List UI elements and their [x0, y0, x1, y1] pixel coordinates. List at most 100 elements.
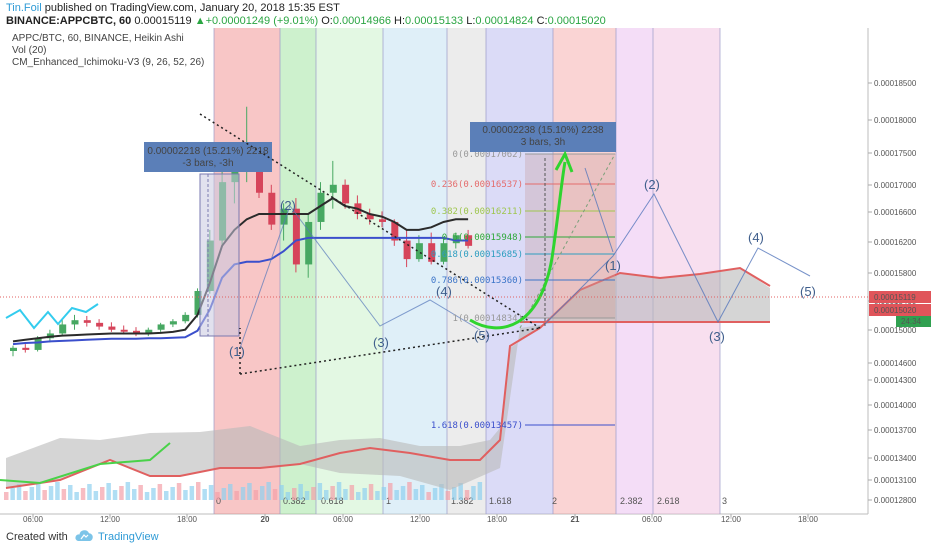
wave-label: (2)	[644, 177, 660, 192]
wave-label: (3)	[373, 335, 389, 350]
candle-body	[366, 213, 374, 220]
footer-bar: Created with TradingView	[0, 525, 932, 550]
volume-bar	[420, 485, 425, 500]
volume-bar	[100, 487, 105, 500]
candle-body	[403, 240, 411, 260]
volume-bar	[55, 482, 60, 500]
candle-body	[133, 330, 140, 333]
triangle-lower-line	[239, 327, 541, 375]
volume-bar	[452, 487, 457, 500]
last-price: 0.00015119	[134, 15, 192, 27]
volume-bar	[16, 484, 22, 500]
legend-line: CM_Enhanced_Ichimoku-V3 (9, 26, 52, 26)	[12, 57, 204, 68]
volume-bar	[375, 491, 380, 500]
author-link[interactable]: Tin.Foil	[6, 2, 42, 14]
volume-bar	[298, 484, 303, 500]
volume-bar	[183, 490, 188, 500]
wave-label: (1)	[605, 258, 621, 273]
close-price-label: 0.00015020	[874, 306, 917, 315]
candle-body	[452, 235, 460, 244]
volume-bar	[215, 492, 220, 500]
legend-line: Vol (20)	[12, 45, 46, 56]
candle-body	[292, 208, 300, 265]
candle-body	[329, 184, 337, 193]
volume-bar	[80, 488, 86, 500]
volume-bar	[343, 489, 348, 500]
triangle-upper-line	[199, 113, 541, 329]
candle-body	[59, 324, 67, 334]
fib-level-label: 0.786(0.00015360)	[431, 276, 523, 286]
volume-bar	[138, 485, 143, 500]
time-tick-label: 06:00	[23, 515, 44, 524]
volume-bar	[170, 487, 175, 500]
volume-bar	[349, 485, 355, 500]
price-change: +0.00001249 (+9.01%)	[205, 15, 319, 27]
candle-body	[169, 321, 177, 325]
volume-bar	[247, 483, 252, 500]
chikou-span-line	[5, 303, 99, 330]
time-tick-label: 20	[261, 515, 270, 524]
volume-bar	[234, 491, 239, 500]
projection-arrow-head	[554, 150, 574, 173]
volume-bar	[304, 491, 310, 500]
price-tick-label: 0.00014600	[874, 359, 917, 368]
wave-label: (5)	[474, 328, 490, 343]
volume-bar	[36, 483, 41, 500]
volume-bar	[48, 486, 54, 500]
volume-bar	[151, 488, 156, 500]
price-tick-label: 0.00017000	[874, 181, 917, 190]
volume-bar	[23, 491, 28, 500]
volume-bar	[68, 485, 73, 500]
volume-bar	[144, 492, 150, 500]
wave-line-left	[239, 204, 481, 349]
volume-bar	[240, 487, 246, 500]
measure-box2-line2: 3 bars, 3h	[521, 137, 565, 148]
volume-bar	[477, 482, 483, 500]
header-bar: Tin.Foil published on TradingView.com, J…	[0, 0, 932, 28]
volume-bar	[4, 492, 9, 500]
volume-bar	[93, 491, 99, 500]
volume-bar	[208, 485, 214, 500]
legend-line: APPC/BTC, 60, BINANCE, Heikin Ashi	[12, 33, 184, 44]
wave-label: (4)	[748, 230, 764, 245]
candle-body	[256, 155, 263, 193]
fib-time-zone	[653, 28, 720, 514]
volume-bar	[330, 486, 335, 500]
wave-label: (1)	[229, 344, 245, 359]
measure-box-line1: 0.00002218 (15.21%) 2218	[147, 146, 269, 157]
price-tick-label: 0.00015800	[874, 269, 917, 278]
volume-bar	[87, 484, 92, 500]
fib-time-zone	[447, 28, 486, 514]
fib-time-label: 2.618	[657, 496, 680, 506]
candle-body	[96, 322, 104, 327]
volume-bar	[29, 487, 35, 500]
price-tick-label: 0.00018000	[874, 116, 917, 125]
volume-bar	[285, 492, 291, 500]
open-value: 0.00014966	[332, 15, 391, 27]
tradingview-link[interactable]: TradingView	[98, 531, 159, 543]
volume-bar	[279, 485, 284, 500]
fib-level-label: 1(0.00014834)	[453, 314, 523, 324]
volume-bar	[394, 490, 399, 500]
candle-body	[428, 243, 436, 262]
volume-bar	[196, 482, 201, 500]
volume-bar	[413, 489, 419, 500]
candle-body	[120, 329, 128, 332]
candle-body	[415, 243, 423, 260]
price-tick-label: 0.00013400	[874, 454, 917, 463]
candle-body	[194, 290, 202, 315]
candle-body	[71, 320, 79, 325]
volume-bar	[381, 487, 387, 500]
tradingview-cloud-icon[interactable]	[74, 529, 94, 543]
candle-body	[465, 235, 473, 246]
wave-line-right-start	[584, 167, 614, 253]
chart-area[interactable]: 0 0.382 0.618 1 1.382 1.618 2 2.382 2.618 3 0.0000…	[0, 28, 932, 525]
low-value: 0.00014824	[475, 15, 534, 27]
measure-box-line2: -3 bars, -3h	[182, 158, 233, 169]
volume-bar	[157, 484, 163, 500]
volume-bar	[266, 482, 271, 500]
volume-bar	[10, 488, 15, 500]
symbol-line: BINANCE:APPCBTC, 60 0.00015119 ▲+0.00001…	[6, 15, 606, 27]
volume-bar	[112, 490, 118, 500]
measure-box2-label-bg	[470, 122, 616, 152]
